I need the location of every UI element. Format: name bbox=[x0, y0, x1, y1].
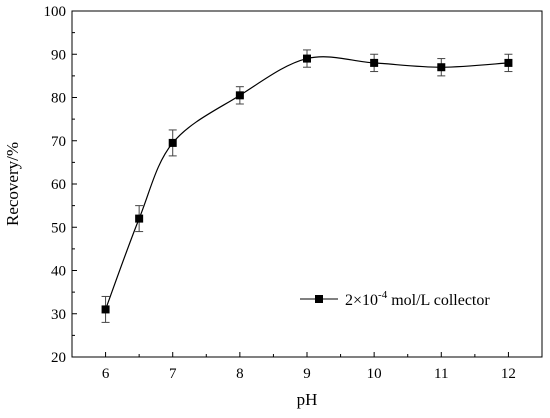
y-tick-label: 30 bbox=[51, 307, 66, 323]
y-tick-label: 60 bbox=[51, 177, 66, 193]
x-tick-label: 6 bbox=[102, 366, 110, 382]
y-tick-label: 50 bbox=[51, 220, 66, 236]
y-tick-label: 70 bbox=[51, 134, 66, 150]
data-point bbox=[303, 54, 311, 63]
y-axis-ticks: 20 30 40 50 60 70 80 90 100 bbox=[44, 4, 77, 366]
x-tick-label: 11 bbox=[434, 366, 448, 382]
x-axis-title: pH bbox=[297, 390, 318, 409]
legend-label: 2×10-4 mol/L collector bbox=[345, 289, 490, 309]
x-axis-ticks: 6 7 8 9 10 11 12 bbox=[102, 352, 516, 382]
x-tick-label: 7 bbox=[169, 366, 177, 382]
data-point bbox=[370, 58, 379, 67]
y-tick-label: 100 bbox=[44, 4, 67, 20]
legend-label-exponent: -4 bbox=[378, 289, 388, 301]
data-point bbox=[135, 214, 144, 223]
data-point bbox=[504, 58, 513, 67]
x-tick-label: 12 bbox=[501, 366, 516, 382]
data-point bbox=[101, 305, 110, 314]
y-axis-title: Recovery/% bbox=[3, 142, 22, 226]
y-tick-label: 80 bbox=[51, 91, 66, 107]
data-point bbox=[235, 91, 244, 100]
y-tick-label: 20 bbox=[51, 350, 66, 366]
x-tick-label: 9 bbox=[303, 366, 311, 382]
series-layer bbox=[101, 49, 513, 323]
legend: 2×10-4 mol/L collector bbox=[300, 289, 490, 309]
legend-label-base: 2×10 bbox=[345, 292, 378, 309]
y-tick-label: 40 bbox=[51, 264, 66, 280]
legend-marker bbox=[315, 295, 323, 303]
series-line bbox=[105, 56, 509, 310]
data-point bbox=[168, 138, 177, 147]
x-tick-label: 8 bbox=[236, 366, 244, 382]
y-tick-label: 90 bbox=[51, 47, 66, 63]
legend-label-rest: mol/L collector bbox=[387, 292, 490, 309]
data-point bbox=[437, 63, 446, 72]
x-tick-label: 10 bbox=[367, 366, 382, 382]
